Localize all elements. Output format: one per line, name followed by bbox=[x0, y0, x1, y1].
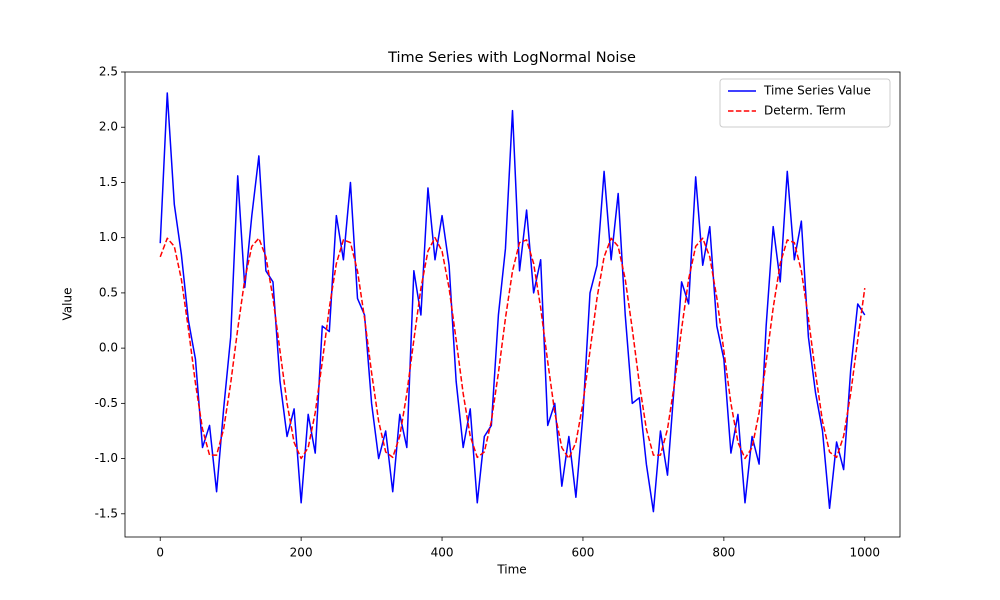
legend-label: Determ. Term bbox=[764, 104, 846, 118]
legend-box bbox=[719, 78, 891, 128]
x-tick-label: 200 bbox=[290, 546, 313, 560]
legend-label: Time Series Value bbox=[763, 84, 871, 98]
y-tick-label: 1.5 bbox=[99, 175, 118, 189]
legend: Time Series Value Determ. Term bbox=[719, 78, 891, 128]
plot-frame bbox=[124, 71, 901, 538]
series-line bbox=[159, 92, 866, 513]
x-tick-label: 800 bbox=[712, 546, 735, 560]
x-tick-label: 600 bbox=[572, 546, 595, 560]
y-tick-label: 1.0 bbox=[99, 230, 118, 244]
y-tick-label: 2.5 bbox=[99, 65, 118, 79]
y-tick-label: -1.5 bbox=[95, 506, 118, 520]
chart-title: Time Series with LogNormal Noise bbox=[387, 50, 636, 66]
series-line bbox=[159, 236, 866, 460]
x-tick-label: 1000 bbox=[849, 546, 880, 560]
y-tick-label: 2.0 bbox=[99, 120, 118, 134]
y-tick-label: 0.0 bbox=[99, 341, 118, 355]
y-axis-label: Value bbox=[61, 288, 75, 321]
x-tick-label: 0 bbox=[156, 546, 164, 560]
x-tick-label: 400 bbox=[431, 546, 454, 560]
y-tick-label: 0.5 bbox=[99, 285, 118, 299]
y-tick-label: -1.0 bbox=[95, 451, 118, 465]
y-tick-label: -0.5 bbox=[95, 396, 118, 410]
x-axis-label: Time bbox=[496, 563, 526, 577]
